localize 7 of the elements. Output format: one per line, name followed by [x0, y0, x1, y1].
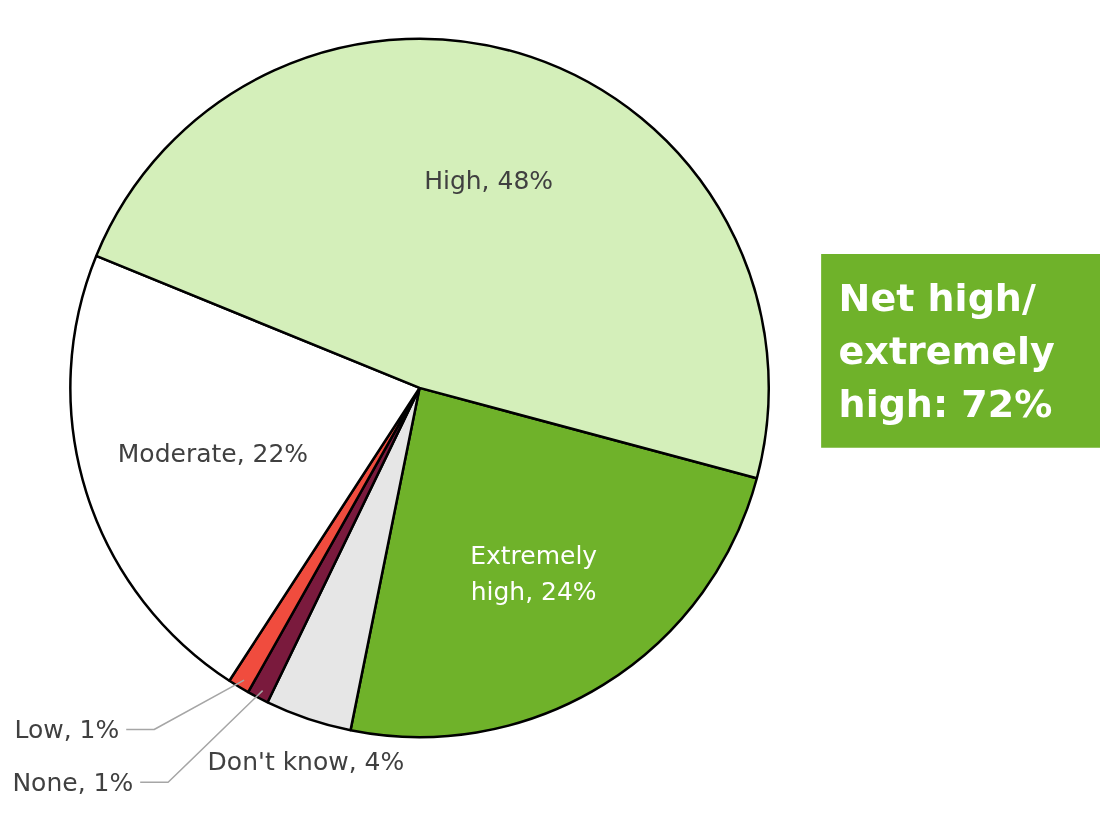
- slice-label: Moderate, 22%: [117, 438, 309, 468]
- slice-label: High, 48%: [424, 166, 554, 196]
- slice-label: Extremely high, 24%: [470, 540, 598, 607]
- text: Net high/ extremely high: 72%: [838, 276, 1055, 426]
- slice-label: Don't know, 4%: [207, 747, 405, 777]
- slice-label: Low, 1%: [14, 715, 120, 744]
- slice-label: None, 1%: [12, 767, 134, 797]
